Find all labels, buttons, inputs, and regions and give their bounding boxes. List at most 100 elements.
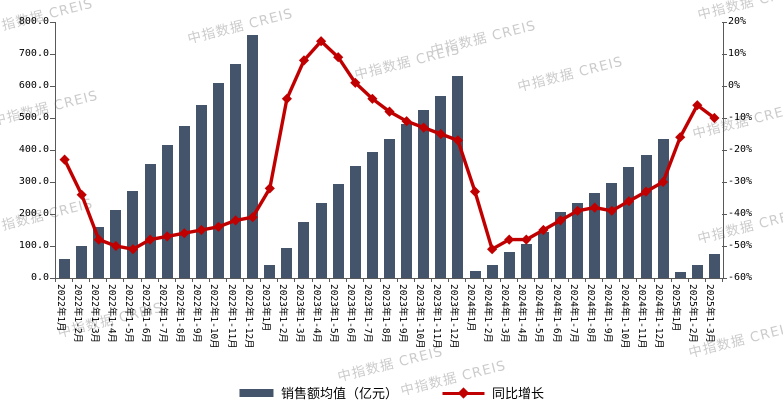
x-tick [123,278,124,282]
x-axis-label: 2023年1-3月 [293,284,305,344]
x-tick [397,278,398,282]
y-axis-label-right: 20% [728,16,747,27]
y-tick-right [722,86,727,87]
x-tick [448,278,449,282]
x-tick [141,278,142,282]
line-point-marker [350,77,361,88]
line-point-marker [452,135,463,146]
y-tick-right [722,182,727,183]
x-tick [243,278,244,282]
bar [486,265,498,278]
bar [298,222,310,278]
line-point-marker [127,244,139,255]
bar [93,226,105,278]
y-axis-label-right: -20% [728,144,753,155]
bar [349,166,361,278]
y-axis-label-left: 700.0 [18,48,49,59]
x-axis-label: 2024年1月 [465,284,476,332]
bar [589,193,601,278]
line-point-marker [435,128,446,140]
x-axis-label: 2024年1-12月 [653,284,665,349]
bar [469,270,481,278]
x-tick [158,278,159,282]
x-axis-label: 2025年1-2月 [687,284,699,344]
x-axis-label: 2022年1-4月 [105,284,117,344]
x-axis-label: 2022年1-7月 [157,284,169,344]
bar [195,105,207,278]
y-tick-left [50,54,55,55]
y-axis-label-right: 0% [728,80,741,91]
bar [366,151,378,278]
x-tick [483,278,484,282]
line-point-marker [162,231,173,242]
bar [315,202,327,278]
watermark-text: 中指数据 CREIS [335,343,445,386]
y-tick-right [722,118,727,119]
y-axis-label-left: 300.0 [18,176,49,187]
y-tick-left [50,182,55,183]
legend-label-line: 同比增长 [492,387,545,402]
bar [418,110,430,278]
x-axis-label: 2022年1-6月 [140,284,152,344]
line-point-marker [418,122,429,133]
x-axis-label: 2025年1月 [670,284,682,332]
bar [674,271,686,278]
y-tick-right [722,150,727,151]
bar [76,246,88,278]
x-axis-label: 2022年1-12月 [242,284,254,349]
x-tick [568,278,569,282]
y-axis-label-left: 100.0 [18,240,49,251]
growth-line-svg [59,36,720,255]
line-point-marker [589,202,600,213]
bar [127,190,139,278]
y-axis-label-right: -30% [728,176,753,187]
line-swatch [442,386,484,399]
x-tick [619,278,620,282]
x-tick [688,278,689,282]
line-point-marker [281,93,292,104]
x-axis-label: 2024年1-11月 [636,284,648,349]
x-axis-label: 2024年1-8月 [584,284,596,344]
x-tick [551,278,552,282]
y-tick-left [50,86,55,87]
bar [144,164,156,278]
x-tick [226,278,227,282]
y-tick-left [50,118,55,119]
y-tick-left [50,150,55,151]
y-tick-right [722,54,727,55]
x-axis-label: 2025年1-3月 [704,284,716,344]
line-point-marker [179,228,190,239]
x-tick [654,278,655,282]
bar [691,265,703,278]
bar [520,244,532,278]
y-tick-right [722,22,727,23]
x-axis-label: 2023年1-4月 [311,284,323,344]
bar [452,76,464,278]
bar [212,82,224,278]
y-axis-label-left: 0.0 [30,272,49,283]
bar [708,254,720,278]
x-axis-label: 2022年1-10月 [208,284,220,349]
line-point-marker [110,240,121,252]
x-tick [209,278,210,282]
line-point-marker [247,212,258,223]
x-tick [517,278,518,282]
y-tick-left [50,22,55,23]
legend-item-bar: 销售额均值（亿元） [238,383,398,402]
line-point-marker [675,132,686,143]
bar [384,138,395,278]
line-point-marker [93,234,104,245]
line-point-marker [213,221,224,232]
x-axis-label: 2024年1-3月 [499,284,511,344]
x-axis-label: 2024年1-10月 [618,284,630,349]
x-tick [329,278,330,282]
y-axis-label-left: 800.0 [18,16,49,27]
x-axis-label: 2023年1-6月 [345,284,357,344]
x-tick [277,278,278,282]
x-axis-label: 2022年1月 [54,284,66,332]
bar [332,183,344,278]
x-axis-label: 2022年1-11月 [225,284,237,349]
x-axis-label: 2023年1-11月 [430,284,442,349]
x-axis-label: 2023年1月 [259,284,271,332]
